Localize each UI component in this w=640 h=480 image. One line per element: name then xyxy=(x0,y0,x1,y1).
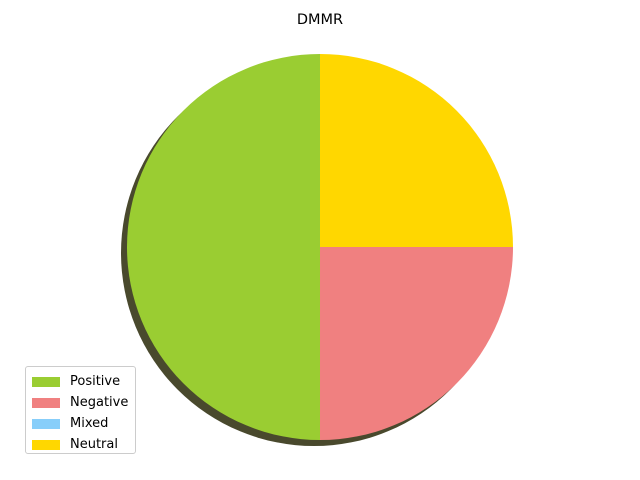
legend-swatch xyxy=(32,439,60,450)
legend-label: Mixed xyxy=(70,416,109,431)
legend-label: Neutral xyxy=(70,437,118,452)
legend-item-mixed: Mixed xyxy=(26,413,135,434)
pie-slice-neutral xyxy=(320,54,513,247)
legend-item-negative: Negative xyxy=(26,392,135,413)
legend-label: Positive xyxy=(70,374,121,389)
legend-swatch xyxy=(32,418,60,429)
chart-title: DMMR xyxy=(296,12,344,28)
legend-swatch xyxy=(32,376,60,387)
legend-label: Negative xyxy=(70,395,129,410)
pie-slices xyxy=(127,54,513,440)
pie-slice-negative xyxy=(320,247,513,440)
legend-item-positive: Positive xyxy=(26,371,135,392)
legend-item-neutral: Neutral xyxy=(26,434,135,455)
legend-swatch xyxy=(32,397,60,408)
legend: Positive Negative Mixed Neutral xyxy=(25,366,136,454)
pie-slice-positive xyxy=(127,54,320,440)
